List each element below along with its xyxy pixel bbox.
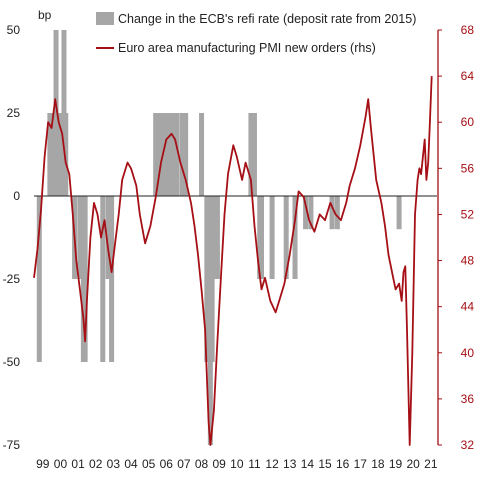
rate-change-bar — [100, 196, 106, 362]
rate-change-bar — [170, 113, 176, 196]
legend-label-bar: Change in the ECB's refi rate (deposit r… — [118, 12, 416, 26]
left-axis: 50 25 0 -25 -50 -75 — [3, 23, 21, 452]
rate-change-bar — [292, 196, 298, 279]
right-tick-label: 36 — [461, 392, 475, 406]
rate-change-bar — [269, 196, 275, 279]
rate-change-bar — [167, 113, 173, 196]
rate-change-bar — [259, 196, 265, 279]
x-tick-label: 08 — [195, 457, 209, 471]
pmi-new-orders-line — [33, 76, 433, 446]
x-tick-label: 16 — [336, 457, 350, 471]
x-tick-label: 10 — [230, 457, 244, 471]
right-axis: 68 64 60 56 52 48 44 40 36 32 — [437, 23, 475, 452]
x-tick-label: 99 — [36, 457, 50, 471]
rate-change-bar — [209, 196, 215, 362]
rate-change-bar — [156, 113, 162, 196]
x-tick-label: 04 — [124, 457, 138, 471]
left-tick-label: -75 — [3, 438, 21, 452]
x-tick-label: 02 — [89, 457, 103, 471]
x-tick-label: 13 — [283, 457, 297, 471]
left-axis-label: bp — [38, 8, 52, 22]
x-tick-label: 15 — [318, 457, 332, 471]
legend: Change in the ECB's refi rate (deposit r… — [96, 12, 416, 55]
rate-change-bar — [47, 113, 53, 196]
x-tick-label: 00 — [54, 457, 68, 471]
right-tick-label: 40 — [461, 346, 475, 360]
rate-change-bar — [329, 196, 335, 230]
rate-change-bar — [36, 196, 42, 362]
legend-label-line: Euro area manufacturing PMI new orders (… — [118, 41, 376, 55]
x-tick-label: 06 — [160, 457, 174, 471]
right-tick-label: 60 — [461, 115, 475, 129]
rate-change-bar — [214, 196, 220, 279]
legend-swatch-bar — [96, 12, 114, 25]
left-tick-label: -25 — [3, 272, 21, 286]
x-tick-label: 19 — [389, 457, 403, 471]
rate-change-bar — [174, 113, 180, 196]
right-tick-label: 44 — [461, 300, 475, 314]
rate-change-bar — [334, 196, 340, 230]
x-tick-label: 03 — [107, 457, 121, 471]
left-tick-label: -50 — [3, 355, 21, 369]
x-tick-label: 14 — [301, 457, 315, 471]
rate-change-bar — [82, 196, 88, 362]
right-tick-label: 64 — [461, 69, 475, 83]
x-tick-label: 05 — [142, 457, 156, 471]
left-tick-label: 0 — [13, 189, 20, 203]
rate-change-bar — [53, 30, 59, 196]
rate-change-bar — [153, 113, 159, 196]
rate-change-bar — [105, 196, 111, 279]
x-tick-label: 21 — [424, 457, 438, 471]
right-tick-label: 52 — [461, 207, 475, 221]
x-axis: 99 00 01 02 03 04 05 06 07 08 09 10 11 12 13 14 15 16 17 18… — [36, 457, 438, 471]
right-tick-label: 56 — [461, 161, 475, 175]
rate-change-bar — [396, 196, 402, 230]
bar-series — [36, 30, 402, 445]
rate-change-bar — [179, 113, 185, 196]
x-tick-label: 12 — [265, 457, 279, 471]
rate-change-bar — [50, 113, 56, 196]
right-tick-label: 32 — [461, 438, 475, 452]
rate-change-bar — [183, 113, 189, 196]
x-tick-label: 20 — [407, 457, 421, 471]
rate-change-bar — [57, 113, 63, 196]
left-tick-label: 25 — [7, 106, 21, 120]
x-tick-label: 07 — [177, 457, 191, 471]
rate-change-bar — [63, 113, 69, 196]
rate-change-bar — [303, 196, 309, 230]
rate-change-bar — [251, 113, 257, 196]
right-tick-label: 48 — [461, 254, 475, 268]
line-series — [33, 76, 433, 446]
x-tick-label: 01 — [71, 457, 85, 471]
rate-change-bar — [308, 196, 314, 230]
x-tick-label: 11 — [248, 457, 261, 471]
x-tick-label: 18 — [371, 457, 385, 471]
x-tick-label: 09 — [213, 457, 227, 471]
rate-change-bar — [109, 196, 115, 362]
rate-change-bar — [248, 113, 254, 196]
left-tick-label: 50 — [7, 23, 21, 37]
right-tick-label: 68 — [461, 23, 475, 37]
x-tick-label: 17 — [354, 457, 368, 471]
rate-change-bar — [199, 113, 205, 196]
rate-change-bar — [283, 196, 289, 279]
